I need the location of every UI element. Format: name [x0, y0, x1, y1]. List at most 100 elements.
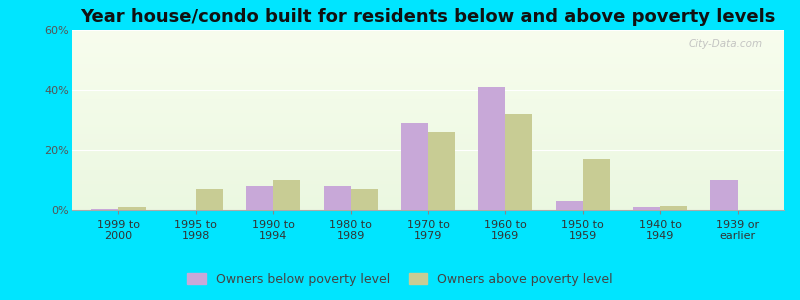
Bar	[72, 146, 784, 147]
Bar	[72, 136, 784, 137]
Bar	[72, 111, 784, 112]
Bar	[72, 45, 784, 46]
Bar	[72, 130, 784, 131]
Bar	[72, 90, 784, 91]
Bar	[72, 85, 784, 86]
Bar	[710, 180, 738, 210]
Bar	[72, 117, 784, 118]
Bar	[72, 66, 784, 67]
Bar	[72, 98, 784, 99]
Bar	[72, 132, 784, 133]
Bar	[72, 68, 784, 69]
Bar	[72, 144, 784, 145]
Bar	[72, 57, 784, 58]
Bar	[72, 209, 784, 210]
Bar	[72, 208, 784, 209]
Bar	[72, 71, 784, 72]
Bar	[72, 172, 784, 173]
Bar	[72, 193, 784, 194]
Bar	[72, 83, 784, 84]
Bar	[72, 173, 784, 174]
Bar	[72, 96, 784, 97]
Bar	[72, 61, 784, 62]
Bar	[428, 132, 455, 210]
Bar	[72, 52, 784, 53]
Bar	[72, 97, 784, 98]
Bar	[72, 158, 784, 159]
Bar	[72, 200, 784, 201]
Bar	[72, 108, 784, 109]
Bar	[72, 36, 784, 37]
Bar	[72, 60, 784, 61]
Bar	[72, 86, 784, 87]
Bar	[633, 207, 660, 210]
Bar	[72, 139, 784, 140]
Bar	[72, 31, 784, 32]
Bar	[72, 166, 784, 167]
Bar	[72, 152, 784, 153]
Bar	[72, 203, 784, 204]
Bar	[72, 134, 784, 135]
Bar	[72, 93, 784, 94]
Bar	[72, 123, 784, 124]
Bar	[72, 179, 784, 180]
Bar	[72, 47, 784, 48]
Bar	[72, 174, 784, 175]
Bar	[72, 37, 784, 38]
Bar	[72, 190, 784, 191]
Bar	[72, 87, 784, 88]
Bar	[72, 122, 784, 123]
Bar	[72, 167, 784, 168]
Bar	[72, 78, 784, 79]
Bar	[72, 148, 784, 149]
Bar	[72, 95, 784, 96]
Bar	[72, 197, 784, 198]
Bar	[72, 89, 784, 90]
Bar	[72, 30, 784, 31]
Bar	[72, 77, 784, 78]
Bar	[72, 67, 784, 68]
Bar	[72, 35, 784, 36]
Bar	[72, 120, 784, 121]
Bar	[72, 129, 784, 130]
Bar	[72, 125, 784, 126]
Bar	[72, 63, 784, 64]
Bar	[72, 160, 784, 161]
Bar	[72, 104, 784, 105]
Bar	[72, 205, 784, 206]
Bar	[72, 168, 784, 169]
Bar	[72, 65, 784, 66]
Bar	[72, 62, 784, 63]
Bar	[72, 44, 784, 45]
Bar	[72, 53, 784, 54]
Bar	[323, 186, 350, 210]
Bar	[72, 207, 784, 208]
Bar	[72, 135, 784, 136]
Bar	[72, 99, 784, 100]
Bar	[72, 171, 784, 172]
Bar	[72, 39, 784, 40]
Bar	[72, 155, 784, 156]
Bar	[72, 198, 784, 199]
Bar	[72, 204, 784, 205]
Bar	[72, 114, 784, 115]
Bar	[660, 206, 687, 210]
Bar	[72, 73, 784, 74]
Bar	[72, 156, 784, 157]
Bar	[72, 106, 784, 107]
Bar	[72, 51, 784, 52]
Bar	[72, 165, 784, 166]
Bar	[72, 70, 784, 71]
Bar	[401, 123, 428, 210]
Bar	[72, 143, 784, 144]
Bar	[72, 188, 784, 189]
Bar	[72, 189, 784, 190]
Legend: Owners below poverty level, Owners above poverty level: Owners below poverty level, Owners above…	[182, 268, 618, 291]
Bar	[72, 163, 784, 164]
Bar	[72, 41, 784, 42]
Bar	[72, 42, 784, 43]
Bar	[72, 126, 784, 127]
Bar	[72, 124, 784, 125]
Bar	[72, 91, 784, 92]
Bar	[91, 208, 118, 210]
